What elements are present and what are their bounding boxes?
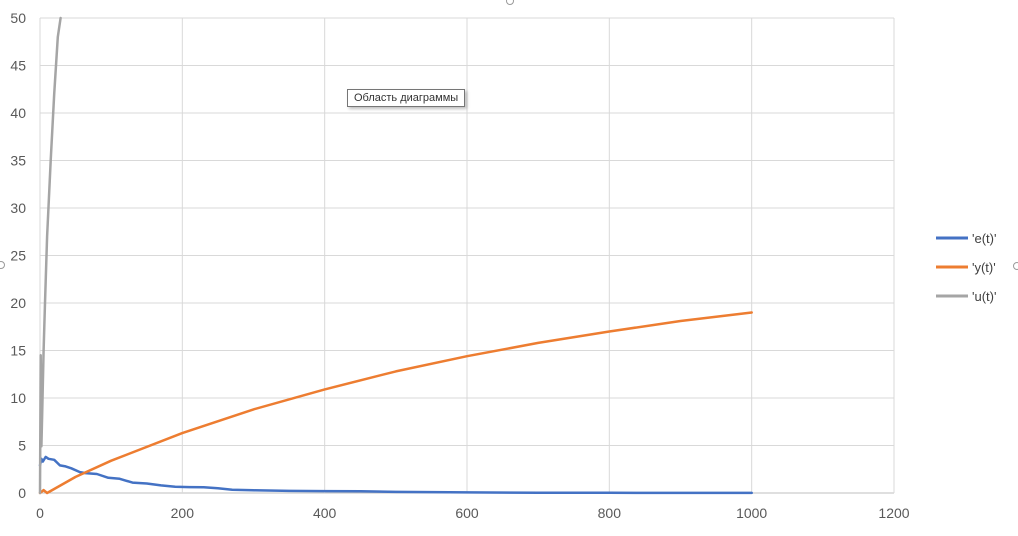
series-line-1 xyxy=(38,311,753,495)
gridlines xyxy=(39,17,895,494)
y-tick-label: 15 xyxy=(10,343,26,359)
y-tick-label: 45 xyxy=(10,58,26,74)
y-tick-label: 20 xyxy=(10,295,26,311)
legend-label-1: 'y(t)' xyxy=(972,260,996,275)
series-line-0 xyxy=(38,455,753,495)
resize-handle-top[interactable] xyxy=(506,0,514,5)
x-tick-label: 1000 xyxy=(736,505,767,521)
x-tick-label: 0 xyxy=(36,505,44,521)
legend-label-0: 'e(t)' xyxy=(972,231,996,246)
x-tick-label: 600 xyxy=(455,505,479,521)
y-tick-label: 30 xyxy=(10,200,26,216)
series-line-2 xyxy=(38,16,62,495)
legend[interactable]: 'e(t)' 'y(t)' 'u(t)' xyxy=(936,231,996,304)
y-tick-label: 10 xyxy=(10,390,26,406)
chart-area-tooltip: Область диаграммы xyxy=(347,89,466,107)
legend-label-2: 'u(t)' xyxy=(972,289,996,304)
y-tick-label: 50 xyxy=(10,10,26,26)
x-tick-label: 1200 xyxy=(878,505,909,521)
y-tick-label: 25 xyxy=(10,248,26,264)
resize-handle-left[interactable] xyxy=(0,261,5,269)
y-tick-label: 40 xyxy=(10,105,26,121)
x-axis-ticks: 0 200 400 600 800 1000 1200 xyxy=(36,505,910,521)
resize-handle-right[interactable] xyxy=(1013,262,1018,270)
x-tick-label: 800 xyxy=(598,505,622,521)
y-axis-ticks: 0 5 10 15 20 25 30 35 40 45 50 xyxy=(10,10,26,501)
x-tick-label: 400 xyxy=(313,505,337,521)
y-tick-label: 5 xyxy=(18,438,26,454)
y-tick-label: 0 xyxy=(18,485,26,501)
y-tick-label: 35 xyxy=(10,153,26,169)
x-tick-label: 200 xyxy=(171,505,195,521)
series-lines xyxy=(38,16,753,495)
